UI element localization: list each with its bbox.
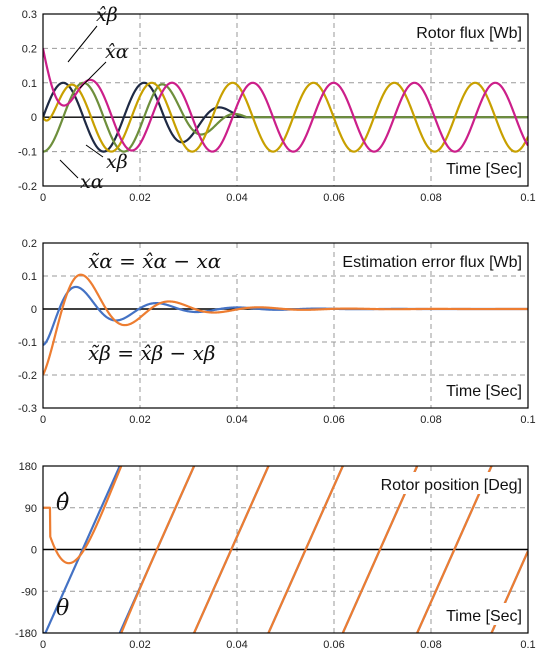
y-tick-label: 0 xyxy=(31,112,37,124)
y-tick-label: -0.2 xyxy=(18,370,37,382)
annotation-theta-hat: θ̂ xyxy=(56,491,69,516)
x-tick-label: 0.04 xyxy=(226,414,247,426)
series-line-x-beta xyxy=(43,81,528,153)
panel-title: Estimation error flux [Wb] xyxy=(342,254,522,271)
y-tick-label: 0.1 xyxy=(22,78,37,90)
series-group xyxy=(43,273,528,376)
xlabel-background xyxy=(443,378,525,400)
annotation-error-beta: x̃β = x̂β − xβ xyxy=(88,341,215,365)
x-axis-label: Time [Sec] xyxy=(446,161,522,178)
title-background xyxy=(339,249,525,271)
y-tick-label: 0.3 xyxy=(22,9,37,21)
plot-frame xyxy=(42,465,529,634)
title-background xyxy=(377,472,525,494)
x-tick-label: 0.1 xyxy=(520,639,535,651)
series-line-x-beta xyxy=(43,273,528,376)
x-axis-label: Time [Sec] xyxy=(446,383,522,400)
x-tick-label: 0.04 xyxy=(226,192,247,204)
plot-frame xyxy=(42,242,529,409)
chart-panel-2: 0 0.02 0.04 0.06 0.08 0.1 -0.3 -0.2 -0.1 0 0.1 0.2 E… xyxy=(18,238,536,426)
x-tick-label: 0 xyxy=(40,639,46,651)
y-tick-label: -0.1 xyxy=(18,337,37,349)
y-tick-label: -0.2 xyxy=(18,181,37,193)
annotation-x-hat-alpha: x̂α xyxy=(105,41,129,63)
chart-panel-3: 0 0.02 0.04 0.06 0.08 0.1 -180 -90 0 90 180 Rotor p… xyxy=(15,461,536,651)
x-tick-label: 0.02 xyxy=(129,639,150,651)
annotation-background xyxy=(84,248,270,274)
x-tick-label: 0.1 xyxy=(520,414,535,426)
y-tick-label: 0.2 xyxy=(22,43,37,55)
x-tick-label: 0.1 xyxy=(520,192,535,204)
x-tick-label: 0.02 xyxy=(129,414,150,426)
y-tick-label: 180 xyxy=(19,461,37,473)
series-line-theta-hat xyxy=(43,466,528,633)
x-tick-label: 0.04 xyxy=(226,639,247,651)
xlabel-background xyxy=(443,156,525,178)
x-tick-label: 0.06 xyxy=(323,414,344,426)
x-tick-label: 0.08 xyxy=(420,192,441,204)
title-background xyxy=(413,20,525,42)
series-line-x-hat-alpha xyxy=(43,81,528,153)
series-group xyxy=(43,466,528,633)
panel-title: Rotor position [Deg] xyxy=(381,477,522,494)
x-tick-label: 0 xyxy=(40,414,46,426)
x-tick-label: 0.08 xyxy=(420,639,441,651)
x-tick-label: 0.06 xyxy=(323,192,344,204)
annotation-arrow xyxy=(59,159,79,179)
x-tick-label: 0.02 xyxy=(129,192,150,204)
y-tick-label: -90 xyxy=(21,586,37,598)
y-tick-label: 0.1 xyxy=(22,271,37,283)
annotation-error-alpha: x̃α = x̂α − xα xyxy=(88,249,222,273)
x-tick-label: 0 xyxy=(40,192,46,204)
chart-panel-1: 0 0.02 0.04 0.06 0.08 0.1 -0.2 -0.1 0 0.1 0.2 0.3 Ro… xyxy=(18,9,536,204)
x-axis-label: Time [Sec] xyxy=(446,608,522,625)
annotation-arrow xyxy=(67,25,98,63)
y-tick-label: 0 xyxy=(31,304,37,316)
y-tick-label: -180 xyxy=(15,628,37,640)
x-tick-label: 0.06 xyxy=(323,639,344,651)
annotation-arrow xyxy=(85,144,104,158)
x-tick-label: 0.08 xyxy=(420,414,441,426)
series-line-x-hat-beta xyxy=(43,48,528,153)
annotation-x-alpha: xα xyxy=(80,171,104,193)
y-tick-label: 0.2 xyxy=(22,238,37,250)
y-tick-label: -0.3 xyxy=(18,403,37,415)
y-tick-label: -0.1 xyxy=(18,147,37,159)
annotation-x-hat-beta: x̂β xyxy=(96,4,118,26)
annotation-theta: θ xyxy=(56,596,69,621)
annotation-x-beta: xβ xyxy=(106,151,128,173)
series-group xyxy=(43,48,528,153)
panel-title: Rotor flux [Wb] xyxy=(416,25,522,42)
y-tick-label: 0 xyxy=(31,545,37,557)
y-tick-label: 90 xyxy=(25,503,37,515)
annotation-arrow xyxy=(79,61,107,89)
series-line-x-alpha xyxy=(43,285,528,346)
xlabel-background xyxy=(443,603,525,625)
plot-frame xyxy=(42,13,529,187)
